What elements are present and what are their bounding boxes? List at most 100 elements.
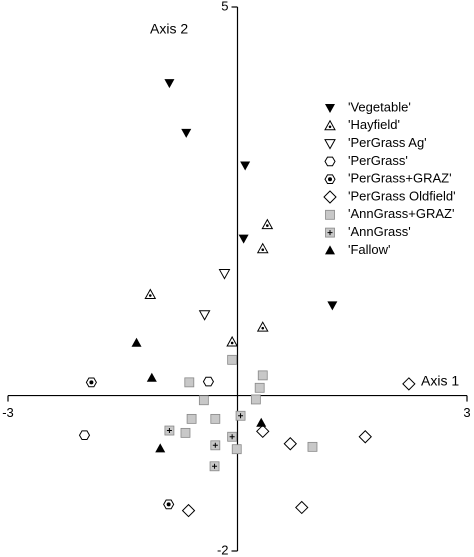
marker-part bbox=[202, 376, 215, 387]
point bbox=[256, 417, 267, 427]
marker-part bbox=[358, 430, 372, 444]
y-tick-label: -2 bbox=[217, 542, 229, 557]
point bbox=[144, 288, 157, 300]
marker-part bbox=[325, 209, 335, 220]
x-axis-label: Axis 1 bbox=[421, 373, 459, 389]
marker-part bbox=[256, 417, 267, 427]
marker-part bbox=[261, 326, 265, 330]
legend-marker bbox=[324, 139, 336, 150]
y-tick-label: 5 bbox=[221, 0, 228, 13]
marker-part bbox=[231, 444, 242, 455]
point bbox=[226, 335, 238, 347]
legend-marker bbox=[323, 190, 337, 204]
marker-part bbox=[261, 248, 265, 251]
point bbox=[78, 430, 91, 441]
point bbox=[256, 321, 269, 332]
marker-part bbox=[324, 156, 336, 167]
marker-part bbox=[186, 413, 197, 424]
point bbox=[295, 500, 309, 515]
point bbox=[358, 430, 372, 444]
legend-label: 'Fallow' bbox=[348, 242, 391, 257]
legend-label: 'PerGrass+GRAZ' bbox=[348, 171, 452, 186]
marker-part bbox=[324, 119, 336, 131]
marker-part bbox=[164, 79, 175, 89]
marker-part bbox=[256, 321, 269, 332]
marker-part bbox=[181, 128, 192, 138]
point bbox=[256, 242, 269, 254]
legend-label: 'PerGrass' bbox=[348, 153, 408, 168]
legend-label: 'PerGrass Oldfield' bbox=[348, 188, 456, 203]
marker-part bbox=[250, 394, 261, 405]
point bbox=[198, 395, 209, 406]
legend-marker bbox=[325, 245, 335, 255]
marker-part bbox=[212, 463, 218, 469]
point bbox=[261, 218, 274, 230]
marker-part bbox=[166, 428, 172, 434]
marker-part bbox=[240, 161, 251, 171]
point bbox=[202, 376, 215, 387]
legend-label: 'Hayfield' bbox=[348, 117, 400, 132]
point bbox=[227, 431, 238, 442]
marker-part bbox=[266, 224, 269, 227]
marker-part bbox=[180, 427, 191, 438]
point bbox=[164, 425, 175, 436]
point bbox=[198, 310, 211, 321]
point bbox=[283, 437, 297, 451]
marker-part bbox=[184, 377, 195, 388]
point bbox=[327, 301, 338, 311]
point bbox=[184, 377, 195, 388]
marker-part bbox=[307, 441, 318, 452]
marker-part bbox=[218, 269, 231, 280]
marker-part bbox=[325, 104, 335, 113]
point bbox=[256, 424, 270, 439]
marker-part bbox=[181, 503, 196, 518]
point bbox=[402, 377, 416, 391]
marker-part bbox=[256, 242, 269, 254]
legend-marker bbox=[325, 227, 335, 238]
point bbox=[131, 337, 142, 347]
marker-part bbox=[78, 430, 91, 441]
point bbox=[254, 382, 265, 393]
marker-part bbox=[328, 177, 332, 182]
marker-part bbox=[327, 230, 333, 236]
marker-part bbox=[89, 380, 94, 385]
y-axis-label: Axis 2 bbox=[150, 21, 188, 37]
point bbox=[307, 441, 318, 452]
marker-part bbox=[198, 310, 211, 321]
point bbox=[227, 354, 238, 365]
marker-part bbox=[238, 234, 249, 244]
marker-part bbox=[257, 370, 268, 381]
marker-part bbox=[328, 125, 332, 129]
marker-part bbox=[256, 424, 270, 439]
marker-part bbox=[227, 354, 238, 365]
point bbox=[210, 440, 221, 451]
marker-part bbox=[261, 218, 274, 230]
marker-part bbox=[324, 139, 336, 150]
marker-part bbox=[210, 413, 221, 424]
point bbox=[186, 413, 197, 424]
marker-part bbox=[148, 294, 152, 297]
marker-part bbox=[283, 437, 297, 451]
point bbox=[85, 377, 97, 388]
marker-part bbox=[254, 382, 265, 393]
marker-part bbox=[144, 288, 157, 300]
marker-part bbox=[238, 413, 244, 419]
marker-part bbox=[131, 337, 142, 347]
legend-label: 'PerGrass Ag' bbox=[348, 135, 427, 150]
point bbox=[155, 443, 166, 453]
marker-part bbox=[327, 301, 338, 311]
marker-part bbox=[166, 502, 171, 507]
x-tick-label: -3 bbox=[2, 405, 14, 420]
marker-part bbox=[146, 372, 157, 382]
point bbox=[146, 372, 157, 382]
point bbox=[238, 234, 249, 244]
marker-part bbox=[155, 443, 166, 453]
marker-part bbox=[325, 245, 335, 255]
marker-part bbox=[402, 377, 416, 391]
point bbox=[163, 499, 175, 510]
point bbox=[210, 413, 221, 424]
marker-part bbox=[229, 434, 235, 440]
legend-label: 'AnnGrass+GRAZ' bbox=[348, 206, 454, 221]
point bbox=[180, 427, 191, 438]
legend-marker bbox=[324, 156, 336, 167]
